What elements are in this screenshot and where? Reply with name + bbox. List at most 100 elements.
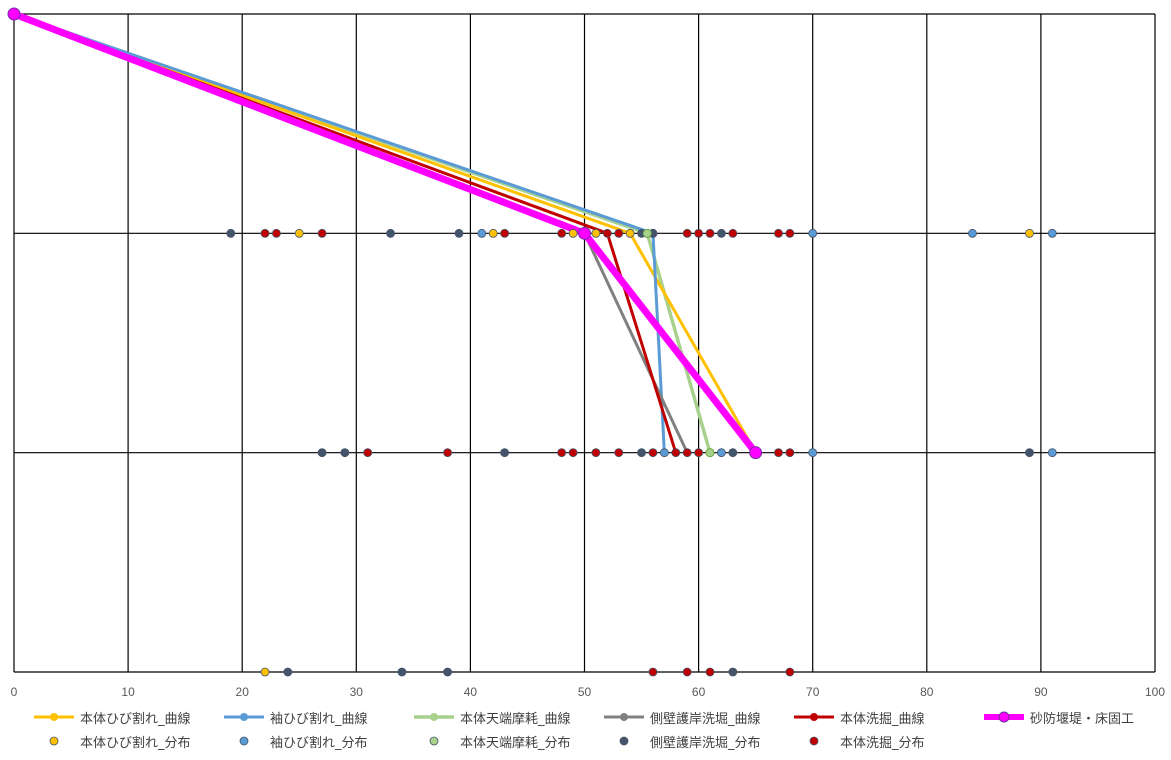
legend-label: 本体洗掘_分布 — [840, 735, 925, 751]
scatter-point — [682, 448, 692, 458]
line-marker — [578, 226, 591, 240]
legend-swatch — [809, 736, 819, 746]
legend-item: 本体ひび割れ_分布 — [30, 730, 191, 752]
legend-item: 袖ひび割れ_曲線 — [220, 706, 368, 728]
legend-swatch-marker — [49, 736, 59, 746]
scatter-point — [443, 448, 452, 458]
scatter-point — [785, 667, 795, 677]
x-tick-label: 50 — [578, 685, 592, 699]
scatter-point — [317, 448, 327, 458]
grid — [13, 13, 1156, 673]
x-tick-label: 60 — [692, 685, 706, 699]
x-tick-label: 80 — [920, 685, 934, 699]
x-tick-label: 0 — [11, 685, 18, 699]
scatter-point — [694, 448, 703, 458]
scatter-point — [397, 667, 407, 677]
legend-swatch — [794, 713, 834, 721]
legend-label: 本体ひび割れ_曲線 — [80, 711, 191, 727]
legend-item: 本体天端摩耗_曲線 — [410, 706, 571, 728]
scatter-point — [272, 228, 281, 238]
x-tick-label: 10 — [121, 685, 135, 699]
legend-swatch-marker — [239, 736, 249, 746]
scatter-point — [1025, 228, 1034, 238]
scatter-point — [682, 228, 692, 238]
scatter-point — [774, 448, 783, 458]
legend-swatch-marker — [429, 736, 439, 746]
scatter-point — [774, 228, 783, 238]
line-marker — [7, 7, 21, 21]
line-marker — [642, 228, 652, 238]
legend-swatch — [414, 713, 454, 721]
scatter-point — [648, 667, 658, 677]
x-axis-ticks: 0 10 20 30 40 50 60 70 80 90 100 — [11, 685, 1166, 699]
scatter-point — [648, 448, 658, 458]
scatter-point — [1047, 228, 1057, 238]
legend-swatch — [984, 711, 1024, 723]
legend-item: 砂防堰堤・床固工 — [980, 706, 1134, 728]
scatter-point — [568, 448, 578, 458]
scatter-point — [705, 667, 715, 677]
scatter-point — [294, 228, 304, 238]
x-tick-label: 40 — [464, 685, 478, 699]
legend-swatch-marker — [998, 711, 1010, 723]
legend-swatch — [224, 713, 264, 721]
chart-canvas: 0 10 20 30 40 50 60 70 80 90 100 — [7, 7, 1166, 699]
scatter-point — [968, 228, 977, 238]
legend-swatch — [619, 736, 629, 746]
x-tick-label: 90 — [1034, 685, 1048, 699]
scatter-point — [637, 448, 646, 458]
legend-swatch — [34, 713, 74, 721]
x-tick-label: 30 — [350, 685, 364, 699]
scatter-point — [260, 667, 270, 677]
scatter-point — [808, 448, 818, 458]
scatter-point — [557, 448, 567, 458]
legend-label: 袖ひび割れ_分布 — [270, 735, 368, 751]
legend-swatch — [604, 713, 644, 721]
legend-swatch-marker — [620, 713, 628, 721]
scatter-point — [500, 228, 510, 238]
scatter-point — [260, 228, 270, 238]
scatter-point — [591, 228, 601, 238]
legend-label: 袖ひび割れ_曲線 — [270, 711, 368, 727]
legend-item: 本体洗掘_曲線 — [790, 706, 925, 728]
legend-label: 側壁護岸洗堀_分布 — [650, 735, 761, 751]
legend-swatch-marker — [810, 713, 818, 721]
legend-item: 本体天端摩耗_分布 — [410, 730, 571, 752]
scatter-point — [363, 448, 373, 458]
legend-item: 本体洗掘_分布 — [790, 730, 925, 752]
scatter-point — [443, 667, 452, 677]
x-tick-label: 70 — [806, 685, 820, 699]
scatter-point — [625, 228, 635, 238]
scatter-point — [602, 228, 612, 238]
scatter-point — [1047, 448, 1057, 458]
scatter-point — [226, 228, 236, 238]
scatter-point — [340, 448, 350, 458]
scatter-point — [705, 228, 715, 238]
scatter-point — [717, 448, 726, 458]
scatter-point — [283, 667, 293, 677]
legend-label: 本体天端摩耗_分布 — [460, 735, 571, 751]
legend-swatch — [429, 736, 439, 746]
x-tick-label: 20 — [236, 685, 250, 699]
scatter-point — [477, 228, 487, 238]
legend-swatch-marker — [50, 713, 58, 721]
scatter-point — [614, 448, 624, 458]
legend-swatch-marker — [809, 736, 819, 746]
scatter-point — [785, 448, 795, 458]
scatter-point — [728, 667, 738, 677]
legend-label: 側壁護岸洗堀_曲線 — [650, 711, 761, 727]
scatter-point — [808, 228, 818, 238]
scatter-point — [728, 228, 738, 238]
legend-item: 本体ひび割れ_曲線 — [30, 706, 191, 728]
scatter-point — [614, 228, 624, 238]
legend-swatch-marker — [619, 736, 629, 746]
scatter-point — [717, 228, 726, 238]
legend-label: 本体洗掘_曲線 — [840, 711, 925, 727]
scatter-point — [671, 448, 681, 458]
legend-swatch — [239, 736, 249, 746]
legend-item: 側壁護岸洗堀_分布 — [600, 730, 761, 752]
scatter-point — [659, 448, 669, 458]
scatter-point — [1025, 448, 1034, 458]
scatter-point — [728, 448, 738, 458]
scatter-point — [500, 448, 510, 458]
